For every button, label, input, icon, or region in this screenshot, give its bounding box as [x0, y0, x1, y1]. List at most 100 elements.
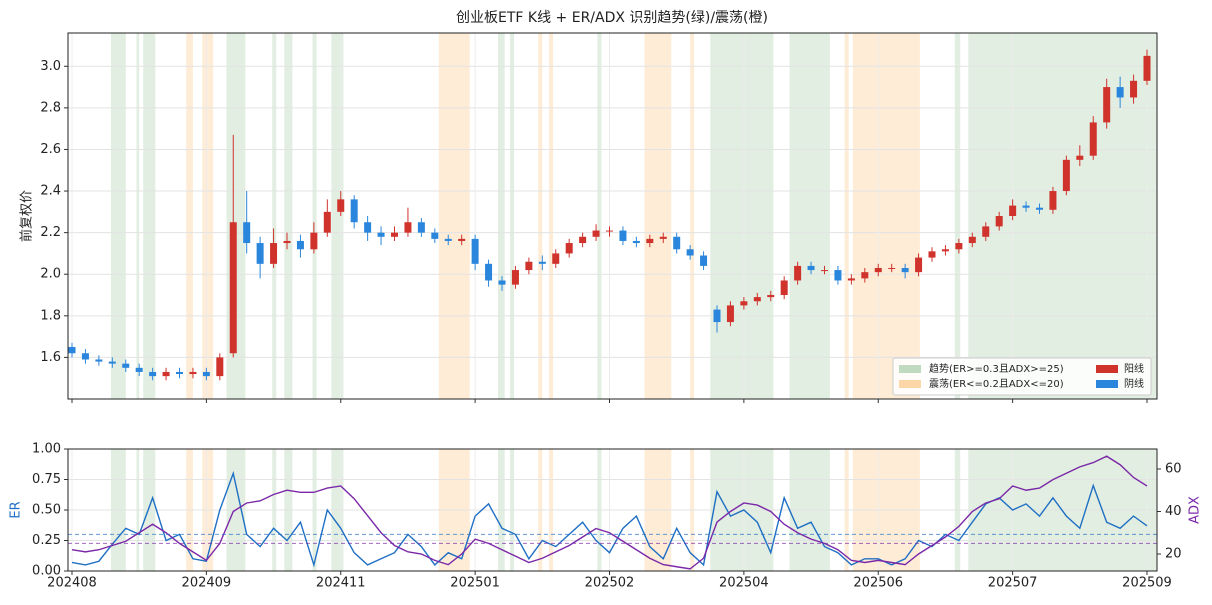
candle-body	[579, 236, 587, 244]
candle-body	[538, 261, 546, 264]
legend-swatch	[899, 365, 921, 373]
candle-body	[968, 236, 976, 244]
candle-body	[256, 243, 264, 264]
regime-span	[597, 33, 602, 399]
candle-body	[149, 371, 157, 377]
candle-body	[1049, 191, 1057, 210]
regime-span	[710, 33, 774, 399]
regime-span	[438, 33, 470, 399]
er-axis-label: ER	[9, 501, 24, 518]
plot-frame	[67, 448, 1158, 572]
legend-label: 震荡(ER<=0.2且ADX<=20)	[929, 378, 1064, 390]
candle-body	[122, 363, 130, 368]
y-axis-label: 前复权价	[19, 190, 35, 242]
candle-body	[498, 280, 506, 285]
line-series	[71, 455, 1148, 570]
candle-body	[1130, 80, 1138, 98]
legend-swatch	[899, 380, 921, 388]
y-tick-label: 3.0	[40, 59, 61, 74]
candle-body	[95, 359, 103, 362]
candle-body	[888, 267, 896, 269]
x-tick-label: 202408	[47, 576, 97, 591]
candle-body	[915, 257, 923, 273]
y-tick-label: 2.8	[40, 100, 61, 115]
y-tick-label: 2.4	[40, 184, 61, 199]
candle-body	[444, 238, 452, 241]
candle-body	[1143, 55, 1151, 81]
candle-body	[552, 253, 560, 264]
legend-box	[892, 357, 1152, 396]
candle-body	[767, 295, 775, 298]
candle-body	[565, 243, 573, 254]
candle-body	[1089, 122, 1097, 156]
y-tick-label: 0.50	[32, 503, 61, 518]
candle-body	[458, 238, 466, 241]
regime-span	[497, 33, 505, 399]
candle-body	[310, 232, 318, 250]
y-tick-label: 40	[1165, 504, 1182, 519]
candle-body	[243, 222, 251, 244]
x-tick-label: 202504	[719, 576, 769, 591]
legend-label: 趋势(ER>=0.3且ADX>=25)	[929, 362, 1064, 375]
candle-body	[780, 280, 788, 296]
candle-body	[162, 371, 170, 377]
legend-label: 阴线	[1124, 377, 1144, 390]
candle-body	[726, 305, 734, 323]
candle-body	[713, 309, 721, 323]
line-series	[71, 470, 1148, 568]
regime-span	[272, 33, 277, 399]
candle-body	[632, 240, 640, 244]
candle-body	[995, 216, 1003, 227]
candle-body	[404, 222, 412, 233]
regime-span	[844, 33, 849, 399]
regime-span	[331, 33, 344, 399]
regime-span	[690, 33, 695, 399]
candle-body	[270, 243, 278, 264]
y-tick-label: 0.00	[32, 564, 61, 579]
candle-body	[821, 270, 828, 272]
candle-body	[982, 226, 990, 237]
candle-body	[955, 243, 963, 250]
candle-body	[511, 270, 519, 285]
candle-body	[283, 240, 291, 244]
x-tick-label: 202509	[1122, 576, 1172, 591]
candle-body	[1076, 155, 1084, 160]
candle-body	[364, 222, 372, 233]
x-tick-label: 202506	[853, 576, 903, 591]
regime-span	[202, 33, 214, 399]
y-tick-label: 2.6	[40, 142, 61, 157]
candle-body	[189, 371, 197, 375]
candle-body	[417, 222, 425, 233]
y-tick-label: 1.00	[32, 442, 61, 457]
regime-span	[136, 33, 140, 399]
y-tick-label: 0.75	[32, 472, 61, 487]
candle-body	[619, 230, 627, 241]
candle-body	[525, 261, 533, 271]
regime-span	[644, 33, 672, 399]
regime-span	[789, 33, 830, 399]
candle-body	[740, 301, 748, 306]
y-tick-label: 60	[1165, 461, 1182, 476]
y-tick-label: 2.2	[40, 225, 61, 240]
candle-body	[216, 357, 224, 377]
regime-span	[954, 33, 961, 399]
candle-body	[81, 353, 89, 360]
regime-span	[538, 33, 543, 399]
regime-span	[852, 33, 920, 399]
x-tick-label: 202411	[316, 576, 366, 591]
candle-body	[377, 232, 385, 237]
regime-span	[549, 33, 554, 399]
candle-body	[431, 232, 439, 239]
candle-body	[471, 238, 479, 264]
candle-body	[391, 232, 398, 237]
candle-body	[337, 199, 345, 212]
candle-body	[861, 272, 869, 279]
candle-body	[1062, 159, 1070, 192]
candle-body	[323, 211, 331, 233]
candle-body	[794, 265, 802, 281]
candle-body	[686, 249, 694, 256]
candle-body	[202, 371, 210, 377]
regime-span	[312, 33, 317, 399]
candle-body	[68, 347, 76, 354]
